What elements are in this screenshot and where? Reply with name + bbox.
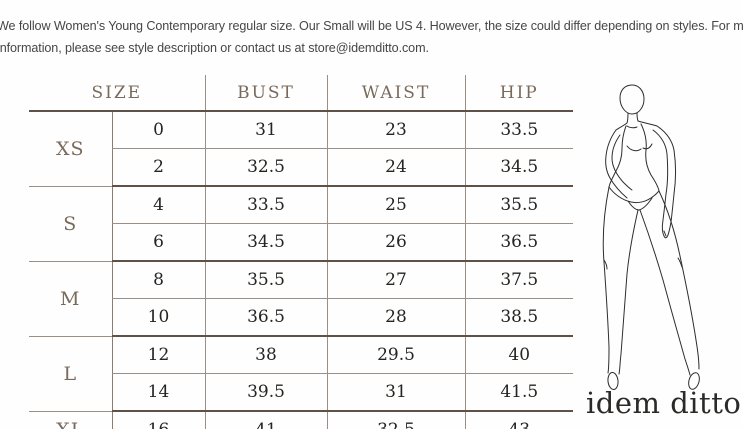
intro-line-2: information, please see style descriptio… xyxy=(0,41,429,55)
size-group-label: M xyxy=(29,261,112,337)
hip-cell: 38.5 xyxy=(464,298,573,337)
size-row-l-14: 14 39.5 31 41.5 xyxy=(29,373,573,412)
hip-cell: 40 xyxy=(464,336,573,374)
waist-cell: 28 xyxy=(326,298,465,337)
size-group-label: XL xyxy=(29,411,112,429)
size-group-label: S xyxy=(29,186,112,262)
intro-paragraph: We follow Women's Young Contemporary reg… xyxy=(0,15,743,59)
bust-cell: 34.5 xyxy=(204,223,327,262)
waist-cell: 25 xyxy=(326,186,465,224)
hip-cell: 36.5 xyxy=(464,223,573,262)
waist-cell: 24 xyxy=(326,148,465,187)
bust-cell: 32.5 xyxy=(204,148,327,187)
bust-cell: 41 xyxy=(204,411,327,429)
size-row-m-8: M 8 35.5 27 37.5 xyxy=(29,261,573,337)
waist-cell: 32.5 xyxy=(326,411,465,429)
hip-cell: 33.5 xyxy=(464,111,573,149)
waist-cell: 27 xyxy=(326,261,465,299)
size-group-label: L xyxy=(29,336,112,412)
us-cell: 4 xyxy=(111,186,205,224)
hip-cell: 41.5 xyxy=(464,373,573,412)
size-group-label: XS xyxy=(29,111,112,187)
bust-cell: 36.5 xyxy=(204,298,327,337)
fashion-croquis-illustration xyxy=(602,84,700,390)
size-row-xl-16: XL164132.543 xyxy=(29,411,573,429)
column-header-hip: HIP xyxy=(464,75,573,112)
column-header-size: SIZE xyxy=(29,75,205,112)
column-header-waist: WAIST xyxy=(326,75,465,112)
us-cell: 10 xyxy=(111,298,205,337)
us-cell: 16 xyxy=(111,411,205,429)
us-cell: 14 xyxy=(111,373,205,412)
us-cell: 6 xyxy=(111,223,205,262)
brand-name: idem ditto xyxy=(586,386,742,420)
intro-line-1: We follow Women's Young Contemporary reg… xyxy=(0,19,743,33)
waist-cell: 23 xyxy=(326,111,465,149)
size-chart-table: SIZE BUST WAIST HIP XS 0 31 23 33.5 2 32.5 24 34… xyxy=(29,75,573,429)
bust-cell: 33.5 xyxy=(204,186,327,224)
column-header-bust: BUST xyxy=(204,75,327,112)
us-cell: 8 xyxy=(111,261,205,299)
hip-cell: 35.5 xyxy=(464,186,573,224)
size-chart-header-row: SIZE BUST WAIST HIP xyxy=(29,75,573,112)
bust-cell: 31 xyxy=(204,111,327,149)
bust-cell: 38 xyxy=(204,336,327,374)
waist-cell: 31 xyxy=(326,373,465,412)
croquis-head xyxy=(619,84,645,115)
us-cell: 12 xyxy=(111,336,205,374)
size-row-l-12: L 12 38 29.5 40 xyxy=(29,336,573,412)
us-cell: 0 xyxy=(111,111,205,149)
size-row-s-4: S 4 33.5 25 35.5 xyxy=(29,186,573,262)
hip-cell: 37.5 xyxy=(464,261,573,299)
bust-cell: 35.5 xyxy=(204,261,327,299)
size-row-s-6: 6 34.5 26 36.5 xyxy=(29,223,573,262)
hip-cell: 43 xyxy=(464,411,573,429)
bust-cell: 39.5 xyxy=(204,373,327,412)
size-row-xs-2: 2 32.5 24 34.5 xyxy=(29,148,573,187)
brand-logo: idem ditto° xyxy=(586,386,743,420)
us-cell: 2 xyxy=(111,148,205,187)
hip-cell: 34.5 xyxy=(464,148,573,187)
waist-cell: 29.5 xyxy=(326,336,465,374)
size-row-xs-0: XS 0 31 23 33.5 xyxy=(29,111,573,187)
size-row-m-10: 10 36.5 28 38.5 xyxy=(29,298,573,337)
waist-cell: 26 xyxy=(326,223,465,262)
